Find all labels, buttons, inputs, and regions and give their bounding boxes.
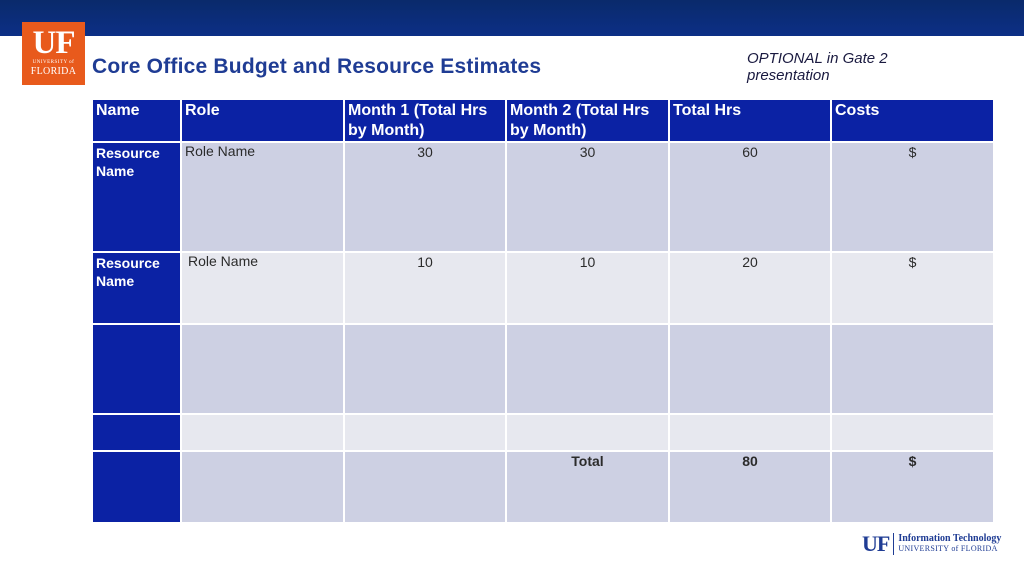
column-header-role: Role: [180, 98, 345, 143]
cell-total-hrs: 20: [668, 251, 832, 325]
column-header-month1: Month 1 (Total Hrs by Month): [343, 98, 507, 143]
optional-note-line2: presentation: [747, 67, 830, 84]
table-row: Resource Name Role Name 10 10 20 $: [91, 251, 995, 325]
column-header-month2: Month 2 (Total Hrs by Month): [505, 98, 670, 143]
cell-name: [91, 413, 182, 452]
footer-logo-mark: UF: [862, 533, 895, 555]
total-cost-value: $: [830, 450, 995, 524]
total-hrs-value: 80: [668, 450, 832, 524]
cell-role: [180, 413, 345, 452]
cell-month1: [343, 413, 507, 452]
cell-role: [180, 323, 345, 415]
cell-month1: 10: [343, 251, 507, 325]
total-label: Total: [505, 450, 670, 524]
column-header-total-hrs: Total Hrs: [668, 98, 832, 143]
cell-month1: 30: [343, 141, 507, 253]
cell-month2: 30: [505, 141, 670, 253]
cell-month2: [505, 323, 670, 415]
cell-total-hrs: 60: [668, 141, 832, 253]
uf-logo-subtext: UNIVERSITY of: [32, 60, 75, 65]
table-total-row: Total 80 $: [91, 450, 995, 524]
cell-name: [91, 450, 182, 524]
footer-logo-line2: UNIVERSITY of FLORIDA: [898, 544, 998, 553]
optional-note: OPTIONAL in Gate 2 presentation: [747, 50, 888, 84]
optional-note-line1: OPTIONAL in Gate 2: [747, 50, 888, 67]
cell-name: Resource Name: [91, 141, 182, 253]
uf-logo: UF UNIVERSITY of FLORIDA: [22, 22, 85, 85]
column-header-name: Name: [91, 98, 182, 143]
table-row: Resource Name Role Name 30 30 60 $: [91, 141, 995, 253]
footer-logo-text: Information Technology UNIVERSITY of FLO…: [894, 534, 1001, 554]
table-header-row: Name Role Month 1 (Total Hrs by Month) M…: [91, 98, 995, 143]
cell-role: Role Name: [180, 141, 345, 253]
cell-cost: [830, 413, 995, 452]
page-title: Core Office Budget and Resource Estimate…: [92, 55, 542, 78]
cell-total-hrs: [668, 413, 832, 452]
cell-month2: [505, 413, 670, 452]
top-banner: [0, 0, 1024, 36]
footer-logo-line1: Information Technology: [898, 533, 1002, 544]
cell-cost: [830, 323, 995, 415]
cell-month1: [343, 450, 507, 524]
cell-cost: $: [830, 251, 995, 325]
cell-name: [91, 323, 182, 415]
budget-table: Name Role Month 1 (Total Hrs by Month) M…: [91, 98, 995, 524]
cell-month2: 10: [505, 251, 670, 325]
column-header-costs: Costs: [830, 98, 995, 143]
cell-cost: $: [830, 141, 995, 253]
cell-total-hrs: [668, 323, 832, 415]
table-row: [91, 413, 995, 452]
cell-name: Resource Name: [91, 251, 182, 325]
table-row: [91, 323, 995, 415]
cell-role: Role Name: [180, 251, 345, 325]
cell-month1: [343, 323, 507, 415]
footer-logo: UF Information Technology UNIVERSITY of …: [862, 533, 1001, 555]
uf-logo-mark: UF: [32, 25, 76, 61]
cell-role: [180, 450, 345, 524]
uf-logo-state: FLORIDA: [30, 66, 77, 77]
